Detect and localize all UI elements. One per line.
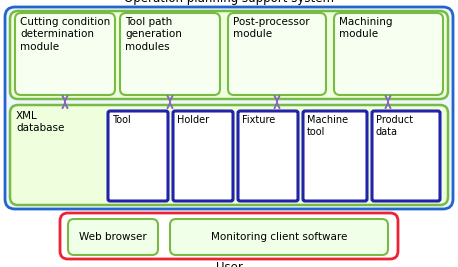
FancyBboxPatch shape <box>15 13 115 95</box>
FancyBboxPatch shape <box>170 219 388 255</box>
FancyBboxPatch shape <box>108 111 168 201</box>
Text: Web browser: Web browser <box>79 232 147 242</box>
FancyBboxPatch shape <box>173 111 233 201</box>
FancyBboxPatch shape <box>68 219 158 255</box>
FancyBboxPatch shape <box>372 111 440 201</box>
Text: Monitoring client software: Monitoring client software <box>211 232 347 242</box>
FancyBboxPatch shape <box>10 105 448 205</box>
Text: Machining
module: Machining module <box>339 17 393 40</box>
FancyBboxPatch shape <box>303 111 367 201</box>
Text: Operation planning support system: Operation planning support system <box>124 0 334 5</box>
Text: Machine
tool: Machine tool <box>307 115 348 138</box>
FancyBboxPatch shape <box>120 13 220 95</box>
FancyBboxPatch shape <box>10 11 448 99</box>
FancyBboxPatch shape <box>5 7 453 209</box>
Text: Cutting condition
determination
module: Cutting condition determination module <box>20 17 110 52</box>
Text: Post-processor
module: Post-processor module <box>233 17 310 40</box>
Text: User: User <box>216 261 242 267</box>
FancyBboxPatch shape <box>334 13 443 95</box>
Text: Tool path
generation
modules: Tool path generation modules <box>125 17 182 52</box>
Text: XML
database: XML database <box>16 111 65 134</box>
FancyBboxPatch shape <box>228 13 326 95</box>
Text: Fixture: Fixture <box>242 115 275 125</box>
Text: Product
data: Product data <box>376 115 413 138</box>
Text: Tool: Tool <box>112 115 131 125</box>
FancyBboxPatch shape <box>238 111 298 201</box>
Text: Holder: Holder <box>177 115 209 125</box>
FancyBboxPatch shape <box>60 213 398 259</box>
